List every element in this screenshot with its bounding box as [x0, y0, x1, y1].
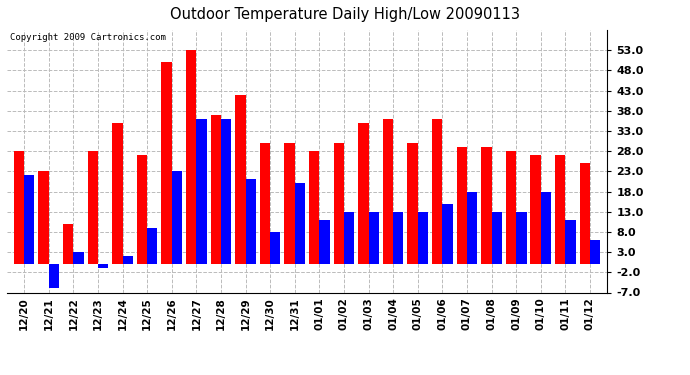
Bar — [63, 224, 73, 264]
Bar — [506, 151, 516, 264]
Bar — [246, 179, 256, 264]
Text: Copyright 2009 Cartronics.com: Copyright 2009 Cartronics.com — [10, 33, 166, 42]
Text: Outdoor Temperature Daily High/Low 20090113: Outdoor Temperature Daily High/Low 20090… — [170, 8, 520, 22]
Bar — [295, 183, 305, 264]
Bar — [334, 143, 344, 264]
Bar — [309, 151, 319, 264]
Bar — [235, 94, 246, 264]
Bar — [98, 264, 108, 268]
Bar — [432, 119, 442, 264]
Bar — [565, 220, 575, 264]
Bar — [172, 171, 182, 264]
Bar — [319, 220, 330, 264]
Bar — [270, 232, 280, 264]
Bar — [24, 176, 34, 264]
Bar — [123, 256, 133, 264]
Bar — [73, 252, 83, 264]
Bar — [383, 119, 393, 264]
Bar — [407, 143, 417, 264]
Bar — [531, 155, 541, 264]
Bar — [137, 155, 147, 264]
Bar — [186, 50, 197, 264]
Bar — [481, 147, 491, 264]
Bar — [49, 264, 59, 288]
Bar — [417, 212, 428, 264]
Bar — [344, 212, 354, 264]
Bar — [147, 228, 157, 264]
Bar — [260, 143, 270, 264]
Bar — [491, 212, 502, 264]
Bar — [368, 212, 379, 264]
Bar — [88, 151, 98, 264]
Bar — [161, 62, 172, 264]
Bar — [284, 143, 295, 264]
Bar — [580, 163, 590, 264]
Bar — [541, 192, 551, 264]
Bar — [197, 119, 207, 264]
Bar — [590, 240, 600, 264]
Bar — [442, 204, 453, 264]
Bar — [457, 147, 467, 264]
Bar — [358, 123, 368, 264]
Bar — [555, 155, 565, 264]
Bar — [210, 115, 221, 264]
Bar — [393, 212, 404, 264]
Bar — [516, 212, 526, 264]
Bar — [221, 119, 231, 264]
Bar — [112, 123, 123, 264]
Bar — [39, 171, 49, 264]
Bar — [467, 192, 477, 264]
Bar — [14, 151, 24, 264]
